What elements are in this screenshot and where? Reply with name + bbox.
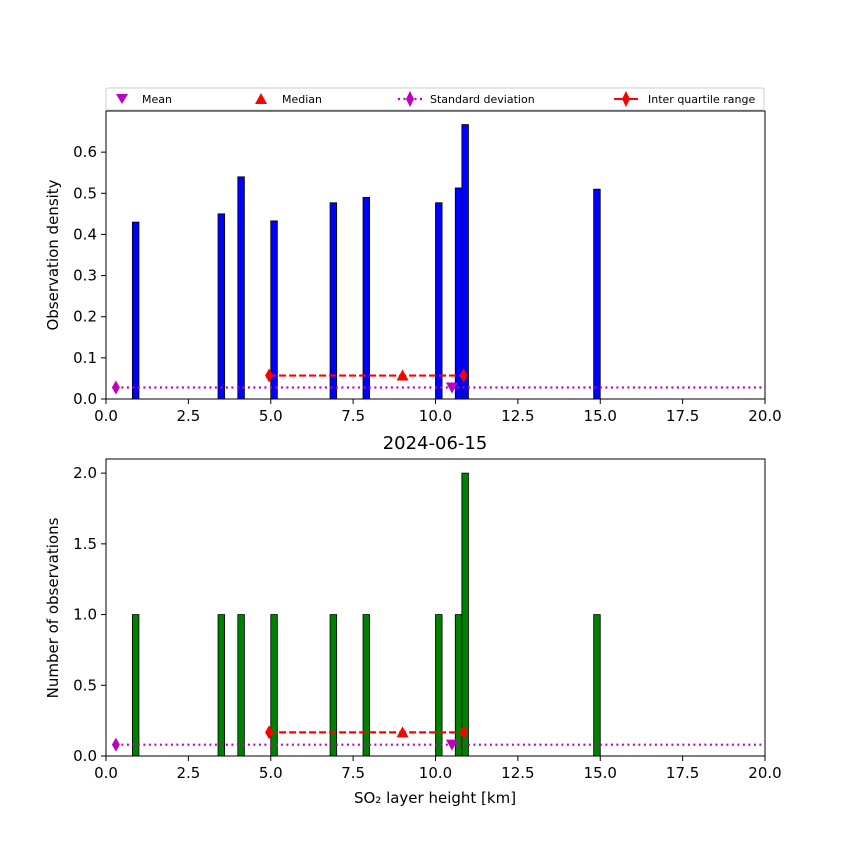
density-y-tick-label-5: 0.5: [73, 184, 97, 202]
density-x-tick-label-8: 20.0: [748, 407, 781, 425]
density-bar-8: [461, 124, 469, 400]
density-x-tick-label-2: 5.0: [259, 407, 283, 425]
density-iqr-marker-0: [265, 368, 274, 383]
counts-iqr-marker-1: [459, 725, 468, 740]
counts-x-tick-label-7: 17.5: [666, 764, 699, 782]
counts-bar-6: [435, 614, 443, 757]
density-bar-2: [237, 176, 245, 400]
legend-median-label: Median: [282, 93, 322, 106]
counts-x-axis-label: SO₂ layer height [km]: [354, 789, 516, 807]
density-x-tick-label-4: 10.0: [419, 407, 452, 425]
legend-frame: [105, 87, 765, 111]
counts-y-tick-label-1: 0.5: [73, 676, 97, 694]
counts-bar-4: [329, 614, 338, 757]
counts-bar-1: [217, 614, 226, 757]
legend-entry-mean: Mean: [116, 93, 172, 106]
counts-y-tick-label-4: 2.0: [73, 464, 97, 482]
legend-mean-marker: [116, 94, 128, 104]
legend-std-marker: [406, 91, 414, 107]
density-bar-3: [270, 220, 278, 400]
density-std-marker: [111, 380, 120, 395]
density-y-tick-label-1: 0.1: [73, 349, 97, 367]
density-y-tick-label-2: 0.2: [73, 308, 97, 326]
counts-x-tick-label-6: 15.0: [584, 764, 617, 782]
counts-mean-marker: [445, 739, 458, 751]
density-median-marker: [396, 369, 409, 381]
counts-x-tick-label-5: 12.5: [501, 764, 534, 782]
density-bar-1: [217, 213, 226, 400]
counts-x-tick-label-1: 2.5: [176, 764, 200, 782]
legend-entry-median: Median: [255, 93, 322, 106]
density-bar-7: [454, 187, 463, 400]
counts-y-axis-label: Number of observations: [44, 517, 62, 698]
counts-panel: 0.0 2.5 5.0 7.5 10.0 12.5 15.0 17.5 20.0 0.0 0.5 1.…: [73, 458, 782, 782]
counts-bar-2: [237, 614, 245, 757]
density-bar-6: [435, 202, 443, 400]
legend-median-marker: [255, 93, 267, 104]
density-y-tick-label-6: 0.6: [73, 143, 97, 161]
counts-y-tick-label-0: 0.0: [73, 747, 97, 765]
density-mean-marker: [445, 382, 458, 394]
density-y-tick-label-4: 0.4: [73, 225, 97, 243]
legend-iqr-label: Inter quartile range: [648, 93, 755, 106]
legend: Mean Median Standard deviation Inter qua…: [105, 87, 765, 111]
legend-std-label: Standard deviation: [430, 93, 535, 106]
density-x-tick-label-5: 12.5: [501, 407, 534, 425]
density-bar-0: [131, 221, 140, 400]
counts-x-tick-label-8: 20.0: [748, 764, 781, 782]
legend-mean-label: Mean: [142, 93, 172, 106]
density-iqr-marker-1: [459, 368, 468, 383]
density-x-tick-label-0: 0.0: [94, 407, 118, 425]
counts-bar-0: [131, 614, 140, 757]
counts-bar-3: [270, 614, 278, 757]
counts-y-tick-label-2: 1.0: [73, 606, 97, 624]
counts-x-tick-label-3: 7.5: [341, 764, 365, 782]
counts-iqr-marker-0: [265, 725, 274, 740]
counts-panel-title: 2024-06-15: [383, 433, 488, 454]
counts-x-tick-label-0: 0.0: [94, 764, 118, 782]
counts-bar-9: [593, 614, 601, 757]
counts-x-tick-label-2: 5.0: [259, 764, 283, 782]
legend-entry-std: Standard deviation: [398, 91, 535, 107]
density-y-tick-label-3: 0.3: [73, 267, 97, 285]
counts-std-marker: [111, 737, 120, 752]
density-bar-5: [362, 196, 371, 400]
density-bar-9: [593, 188, 601, 400]
counts-x-tick-label-4: 10.0: [419, 764, 452, 782]
counts-bar-5: [362, 614, 371, 757]
counts-y-tick-label-3: 1.5: [73, 535, 97, 553]
density-bar-4: [329, 202, 338, 400]
legend-entry-iqr: Inter quartile range: [614, 91, 755, 107]
legend-iqr-marker: [622, 91, 630, 107]
counts-bar-8: [461, 472, 469, 757]
density-y-tick-label-0: 0.0: [73, 390, 97, 408]
density-y-axis-label: Observation density: [44, 179, 62, 330]
density-x-tick-label-6: 15.0: [584, 407, 617, 425]
density-panel: 0.0 2.5 5.0 7.5 10.0 12.5 15.0 17.5 20.0 0.0 0.1 0.…: [73, 110, 782, 425]
counts-bar-7: [454, 614, 463, 757]
density-x-tick-label-3: 7.5: [341, 407, 365, 425]
density-x-tick-label-1: 2.5: [176, 407, 200, 425]
density-x-tick-label-7: 17.5: [666, 407, 699, 425]
counts-median-marker: [396, 726, 409, 738]
